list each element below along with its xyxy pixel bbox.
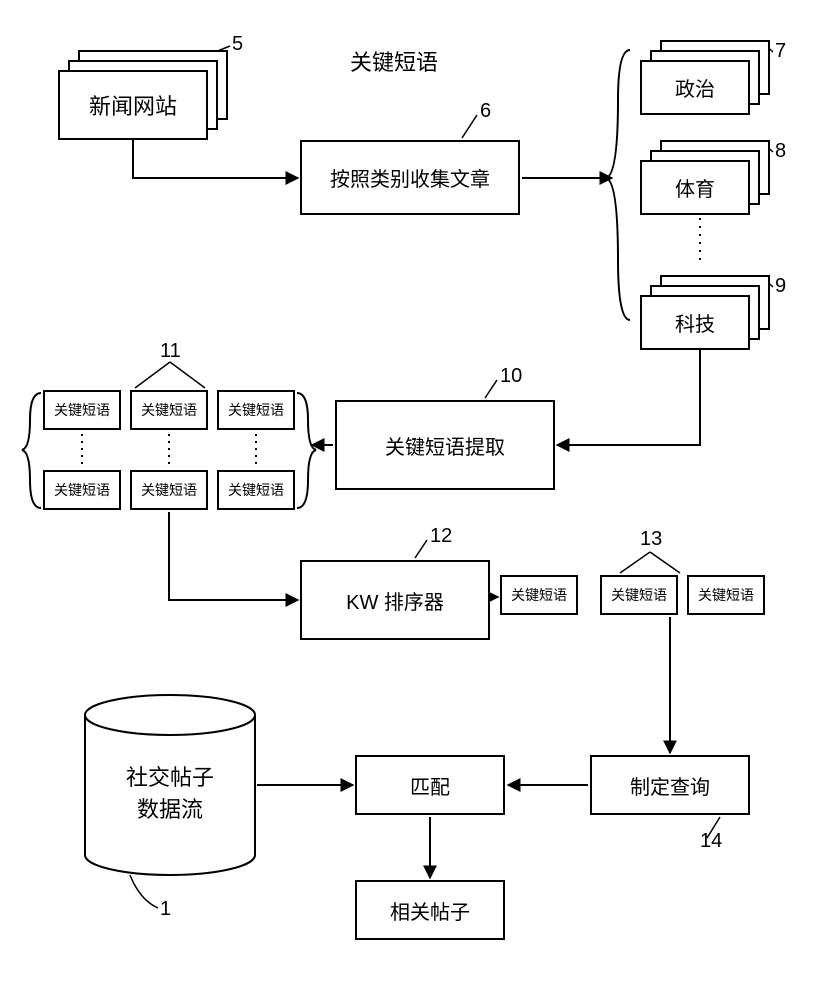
ref-11: 11	[160, 340, 181, 363]
news-stack-front: 新闻网站	[58, 70, 208, 140]
kw-13-1: 关键短语	[600, 575, 678, 615]
posts-label: 相关帖子	[390, 896, 470, 925]
ref-5: 5	[232, 33, 243, 56]
kw-11-1-label: 关键短语	[141, 400, 197, 420]
diagram-title: 关键短语	[350, 45, 438, 77]
kw-11-1: 关键短语	[130, 390, 208, 430]
ref-10: 10	[500, 365, 522, 388]
ref-1: 1	[160, 898, 171, 921]
ref-13: 13	[640, 528, 662, 551]
kwsort-label: KW 排序器	[346, 586, 444, 615]
tech-front: 科技	[640, 295, 750, 350]
kwsort-box: KW 排序器	[300, 560, 490, 640]
ref-9: 9	[775, 275, 786, 298]
kw-11-0-label: 关键短语	[54, 400, 110, 420]
ref-7: 7	[775, 40, 786, 63]
ref-8: 8	[775, 140, 786, 163]
kw-11-0: 关键短语	[43, 390, 121, 430]
query-box: 制定查询	[590, 755, 750, 815]
cyl-l1: 社交帖子	[85, 760, 255, 792]
collect-box: 按照类别收集文章	[300, 140, 520, 215]
kw-11-2: 关键短语	[217, 390, 295, 430]
kw-13-2-label: 关键短语	[698, 585, 754, 605]
kw-11-5: 关键短语	[217, 470, 295, 510]
politics-front: 政治	[640, 60, 750, 115]
query-label: 制定查询	[630, 771, 710, 800]
ref-14: 14	[700, 830, 722, 853]
ref-12: 12	[430, 525, 452, 548]
news-label: 新闻网站	[89, 89, 177, 121]
collect-label: 按照类别收集文章	[330, 163, 490, 192]
kw-11-4: 关键短语	[130, 470, 208, 510]
kw-11-5-label: 关键短语	[228, 480, 284, 500]
kw-13-0-label: 关键短语	[511, 585, 567, 605]
ref-6: 6	[480, 100, 491, 123]
kw-11-4-label: 关键短语	[141, 480, 197, 500]
kw-13-2: 关键短语	[687, 575, 765, 615]
extract-box: 关键短语提取	[335, 400, 555, 490]
kw-11-2-label: 关键短语	[228, 400, 284, 420]
cyl-l2: 数据流	[85, 792, 255, 824]
sports-front: 体育	[640, 160, 750, 215]
politics-label: 政治	[675, 73, 715, 102]
match-label: 匹配	[410, 771, 450, 800]
extract-label: 关键短语提取	[385, 431, 505, 460]
posts-box: 相关帖子	[355, 880, 505, 940]
kw-13-1-label: 关键短语	[611, 585, 667, 605]
kw-11-3-label: 关键短语	[54, 480, 110, 500]
sports-label: 体育	[675, 173, 715, 202]
kw-11-3: 关键短语	[43, 470, 121, 510]
cylinder-label: 社交帖子 数据流	[85, 760, 255, 824]
kw-13-0: 关键短语	[500, 575, 578, 615]
tech-label: 科技	[675, 308, 715, 337]
match-box: 匹配	[355, 755, 505, 815]
